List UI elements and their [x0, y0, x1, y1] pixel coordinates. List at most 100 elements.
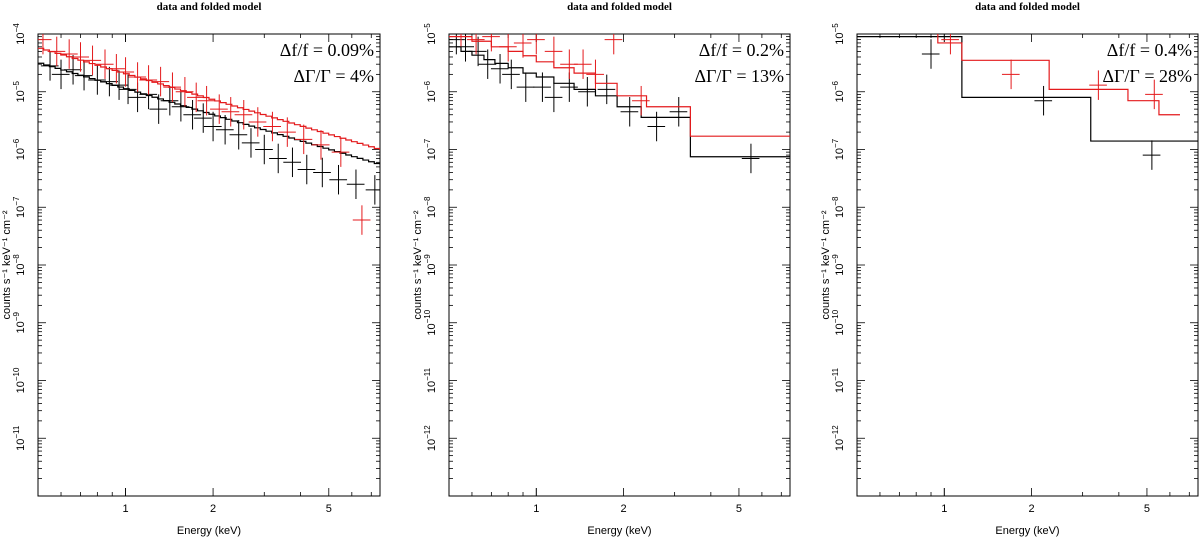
data-point-black	[578, 77, 596, 107]
y-tick-label: 10−10	[12, 367, 27, 393]
data-point-black	[160, 85, 179, 116]
data-point-red	[187, 82, 205, 113]
y-tick-label: 10−5	[12, 81, 27, 103]
y-tick-label: 10−10	[423, 309, 438, 335]
data-point-black	[203, 111, 222, 142]
series-layer	[449, 34, 790, 174]
y-tick-label: 10−6	[423, 81, 438, 103]
data-point-red	[867, 0, 885, 25]
chart-title: data and folded model	[975, 1, 1080, 13]
x-tick-label: 2	[621, 503, 627, 515]
model-line-black	[857, 36, 1198, 142]
data-point-black	[118, 74, 137, 105]
data-point-black	[269, 143, 287, 174]
data-point-black	[297, 154, 316, 185]
data-point-black	[478, 49, 497, 79]
data-point-red	[83, 45, 102, 76]
x-axis-label: Energy (keV)	[177, 525, 241, 537]
x-tick-label: 5	[736, 503, 742, 515]
data-point-red	[941, 34, 959, 55]
data-point-red	[544, 36, 563, 67]
data-point-red	[294, 124, 313, 155]
data-point-red	[71, 42, 90, 72]
data-point-red	[632, 85, 650, 116]
model-line-red	[38, 47, 380, 151]
y-tick-label: 10−9	[831, 254, 846, 276]
data-point-black	[1142, 140, 1161, 170]
data-point-black	[490, 54, 509, 84]
data-point-black	[74, 60, 93, 91]
data-point-red	[586, 59, 604, 90]
data-point-black	[620, 97, 639, 127]
data-point-black	[63, 55, 82, 85]
y-tick-label: 10−10	[831, 309, 846, 335]
annotation-2: ΔΓ/Γ = 28%	[1102, 66, 1192, 86]
plot-frame	[856, 33, 1199, 497]
data-point-black	[241, 128, 260, 158]
plot-frame	[448, 33, 791, 497]
y-tick-label: 10−5	[831, 23, 846, 45]
data-point-black	[313, 157, 331, 188]
chart-title: data and folded model	[567, 1, 672, 13]
y-axis-label: counts s⁻¹ keV⁻¹ cm⁻²	[1, 210, 13, 319]
y-tick-label: 10−11	[12, 425, 27, 451]
x-tick-label: 1	[122, 503, 128, 515]
data-point-red	[47, 36, 66, 67]
data-point-black	[229, 120, 248, 150]
data-point-red	[263, 111, 281, 142]
data-point-red	[210, 94, 228, 124]
data-point-black	[921, 39, 940, 69]
y-tick-label: 10−12	[423, 425, 438, 451]
data-point-red	[460, 34, 462, 47]
data-point-black	[597, 74, 616, 105]
data-point-black	[516, 72, 535, 102]
data-point-red	[95, 49, 114, 79]
chart-panel-3: data and folded model 10−12 10−11 10−10 10−9…	[820, 0, 1199, 537]
data-point-red	[139, 65, 158, 95]
data-point-red	[331, 137, 350, 167]
chart-panel-1: data and folded model 10−11 10−10 10−9 10−8 1…	[1, 1, 381, 537]
data-point-red	[311, 130, 330, 160]
annotation-1: Δf/f = 0.2%	[699, 40, 784, 60]
data-point-black	[215, 114, 234, 145]
x-tick-label: 2	[1029, 503, 1035, 515]
data-point-red	[1089, 70, 1107, 100]
y-tick-label: 10−6	[12, 138, 27, 160]
data-point-red	[922, 0, 940, 26]
annotation-1: Δf/f = 0.09%	[280, 40, 374, 60]
data-point-black	[109, 70, 128, 100]
data-point-red	[116, 57, 135, 87]
data-point-red	[234, 99, 253, 130]
data-point-red	[60, 39, 78, 69]
annotation-2: ΔΓ/Γ = 13%	[694, 66, 784, 86]
data-point-black	[255, 134, 273, 165]
y-tick-label: 10−7	[423, 138, 438, 160]
data-point-black	[669, 97, 688, 127]
data-point-black	[346, 169, 365, 200]
data-point-black	[88, 65, 106, 95]
x-tick-label: 2	[210, 503, 216, 515]
data-point-red	[499, 34, 517, 62]
data-point-black	[365, 175, 380, 205]
data-point-black	[502, 59, 520, 90]
y-tick-label: 10−11	[423, 367, 438, 393]
y-tick-label: 10−6	[831, 81, 846, 103]
y-tick-label: 10−8	[831, 196, 846, 218]
data-point-black	[171, 92, 190, 122]
y-tick-label: 10−12	[831, 425, 846, 451]
x-tick-label: 1	[941, 503, 947, 515]
chart-panel-2: data and folded model 10−12 10−11 10−10 10−9…	[412, 1, 791, 537]
series-layer	[38, 34, 380, 235]
y-tick-label: 10−7	[831, 138, 846, 160]
x-axis-label: Energy (keV)	[995, 525, 1059, 537]
x-tick-label: 5	[326, 503, 332, 515]
data-point-red	[513, 34, 532, 58]
data-point-red	[151, 66, 170, 97]
data-point-red	[128, 62, 147, 92]
data-point-black	[1034, 85, 1053, 116]
data-point-black	[647, 111, 666, 142]
data-point-black	[51, 59, 70, 90]
y-tick-label: 10−11	[831, 367, 846, 393]
data-point-red	[278, 117, 296, 147]
data-point-red	[527, 34, 545, 55]
